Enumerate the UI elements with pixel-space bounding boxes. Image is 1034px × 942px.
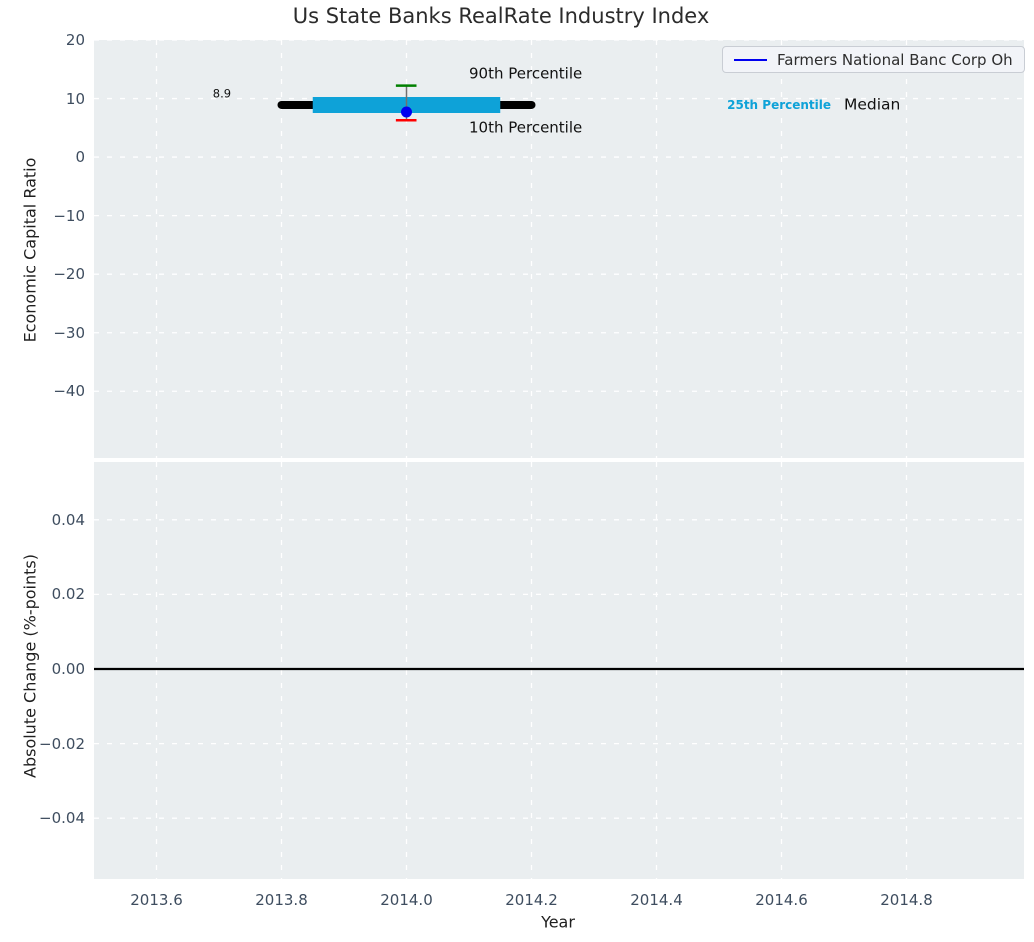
company-point-marker: [401, 106, 412, 118]
top-y-axis-label: Economic Capital Ratio: [20, 157, 40, 343]
y-tick-label: −20: [53, 265, 85, 284]
y-tick-label: −40: [53, 382, 85, 401]
y-tick-label: −0.02: [39, 734, 85, 753]
y-tick-label: 0.00: [51, 660, 85, 678]
y-tick-label: 0.02: [51, 585, 85, 604]
y-tick-label: 10: [65, 89, 85, 108]
legend: Farmers National Banc Corp Oh: [722, 46, 1025, 73]
legend-label: Farmers National Banc Corp Oh: [777, 50, 1013, 69]
annotation-p90-label: 90th Percentile: [469, 64, 583, 83]
y-tick-label: 0.04: [51, 510, 85, 529]
x-tick-label: 2013.8: [255, 891, 308, 909]
y-tick-label: 0: [75, 148, 85, 167]
x-tick-label: 2013.6: [130, 891, 183, 909]
annotation-median-label: Median: [844, 95, 901, 114]
y-tick-label: −10: [53, 206, 85, 225]
x-axis-label: Year: [541, 912, 575, 932]
x-tick-label: 2014.8: [880, 891, 933, 909]
chart-title: Us State Banks RealRate Industry Index: [292, 4, 710, 28]
annotation-p10-label: 10th Percentile: [469, 118, 583, 137]
annotation-median-value-label: 8.9: [212, 86, 232, 101]
y-tick-label: 20: [65, 31, 85, 49]
y-tick-label: −30: [53, 323, 85, 342]
x-tick-label: 2014.4: [630, 891, 683, 909]
x-tick-label: 2014.2: [505, 891, 558, 909]
x-tick-label: 2014.6: [755, 891, 808, 909]
legend-line-sample: [734, 58, 767, 61]
plot-background-absolute-change: [94, 462, 1024, 879]
x-tick-label: 2014.0: [380, 891, 433, 909]
annotation-p25-label: 25th Percentile: [727, 97, 832, 112]
bottom-y-axis-label: Absolute Change (%-points): [20, 554, 40, 778]
y-tick-label: −0.04: [39, 809, 85, 828]
plot-background-economic-capital-ratio: [94, 40, 1024, 458]
